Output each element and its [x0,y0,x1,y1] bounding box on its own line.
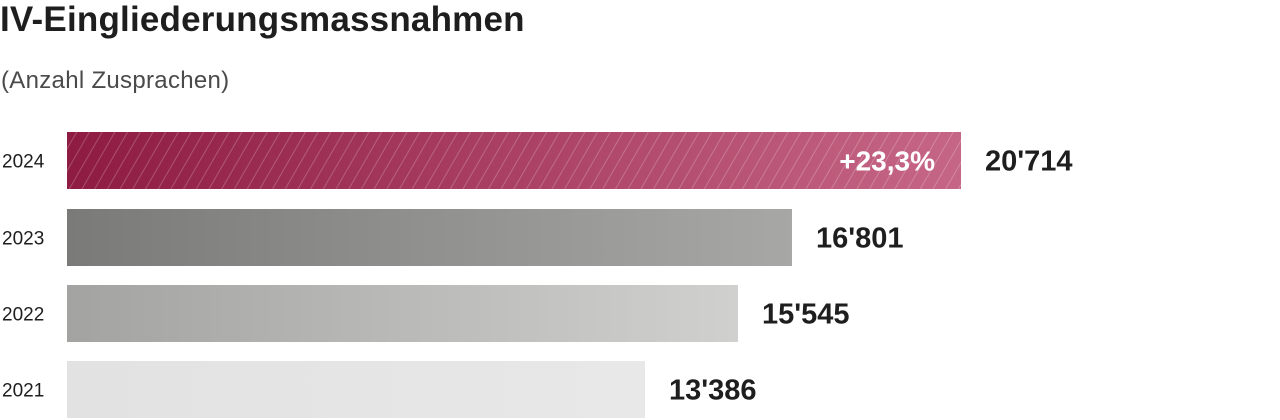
bar-2023 [67,209,792,266]
value-label-2024: 20'714 [985,146,1073,178]
value-label-2021: 13'386 [669,375,757,407]
chart-title: IV-Eingliederungsmassnahmen [0,0,525,39]
category-label-2021: 2021 [2,381,44,402]
chart-subtitle: (Anzahl Zusprachen) [1,67,230,94]
category-label-2024: 2024 [2,152,45,173]
bar-2021 [67,361,645,418]
bar-2022 [67,285,738,342]
change-label-2024: +23,3% [839,146,935,177]
value-label-2022: 15'545 [762,299,850,331]
bar-hatch-2024 [67,132,961,189]
value-label-2023: 16'801 [816,223,904,255]
category-label-2022: 2022 [2,305,44,326]
category-label-2023: 2023 [2,229,44,250]
